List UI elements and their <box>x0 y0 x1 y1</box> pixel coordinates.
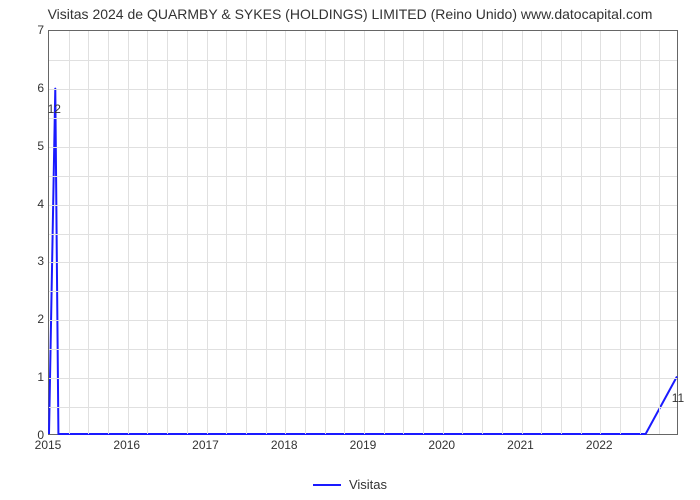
y-tick-label: 7 <box>4 23 44 37</box>
gridline-v-minor <box>167 31 168 434</box>
x-tick-label: 2022 <box>586 438 613 452</box>
gridline-v-minor <box>325 31 326 434</box>
gridline-v-minor <box>344 31 345 434</box>
gridline-v-minor <box>403 31 404 434</box>
y-tick-label: 4 <box>4 197 44 211</box>
gridline-v-minor <box>108 31 109 434</box>
chart-title: Visitas 2024 de QUARMBY & SYKES (HOLDING… <box>0 6 700 22</box>
gridline-h-minor <box>49 176 677 177</box>
x-tick-label: 2018 <box>271 438 298 452</box>
x-tick-label: 2015 <box>35 438 62 452</box>
gridline-h-minor <box>49 118 677 119</box>
gridline-h-minor <box>49 234 677 235</box>
gridline-h <box>49 147 677 148</box>
y-tick-label: 2 <box>4 312 44 326</box>
gridline-v <box>128 31 129 434</box>
y-tick-label: 6 <box>4 81 44 95</box>
gridline-v-minor <box>541 31 542 434</box>
gridline-v-minor <box>462 31 463 434</box>
y-tick-label: 3 <box>4 254 44 268</box>
legend: Visitas <box>0 477 700 492</box>
gridline-h <box>49 89 677 90</box>
data-point-label: 12 <box>48 102 61 116</box>
gridline-v-minor <box>620 31 621 434</box>
gridline-v-minor <box>226 31 227 434</box>
gridline-v <box>522 31 523 434</box>
x-tick-label: 2017 <box>192 438 219 452</box>
chart-container: { "chart": { "type": "line", "title": "V… <box>0 0 700 500</box>
gridline-v-minor <box>581 31 582 434</box>
x-tick-label: 2016 <box>113 438 140 452</box>
gridline-v <box>443 31 444 434</box>
gridline-h <box>49 378 677 379</box>
gridline-v <box>600 31 601 434</box>
gridline-h <box>49 205 677 206</box>
gridline-v <box>364 31 365 434</box>
gridline-v-minor <box>266 31 267 434</box>
gridline-h-minor <box>49 60 677 61</box>
data-line <box>49 89 677 434</box>
data-point-label: 11 <box>672 391 684 405</box>
gridline-h-minor <box>49 407 677 408</box>
gridline-h-minor <box>49 349 677 350</box>
gridline-v-minor <box>423 31 424 434</box>
gridline-h <box>49 262 677 263</box>
legend-label: Visitas <box>349 477 387 492</box>
x-tick-label: 2019 <box>350 438 377 452</box>
plot-area <box>48 30 678 435</box>
y-tick-label: 5 <box>4 139 44 153</box>
gridline-v-minor <box>88 31 89 434</box>
y-tick-label: 1 <box>4 370 44 384</box>
gridline-v-minor <box>640 31 641 434</box>
x-tick-label: 2021 <box>507 438 534 452</box>
legend-swatch <box>313 484 341 486</box>
gridline-v-minor <box>502 31 503 434</box>
gridline-v <box>285 31 286 434</box>
gridline-v <box>207 31 208 434</box>
gridline-v-minor <box>305 31 306 434</box>
gridline-h-minor <box>49 291 677 292</box>
gridline-h <box>49 320 677 321</box>
gridline-v-minor <box>187 31 188 434</box>
gridline-v-minor <box>246 31 247 434</box>
gridline-v-minor <box>147 31 148 434</box>
line-chart-svg <box>49 31 677 434</box>
gridline-v-minor <box>659 31 660 434</box>
gridline-v-minor <box>482 31 483 434</box>
x-tick-label: 2020 <box>428 438 455 452</box>
gridline-v-minor <box>69 31 70 434</box>
gridline-v-minor <box>384 31 385 434</box>
gridline-v-minor <box>561 31 562 434</box>
